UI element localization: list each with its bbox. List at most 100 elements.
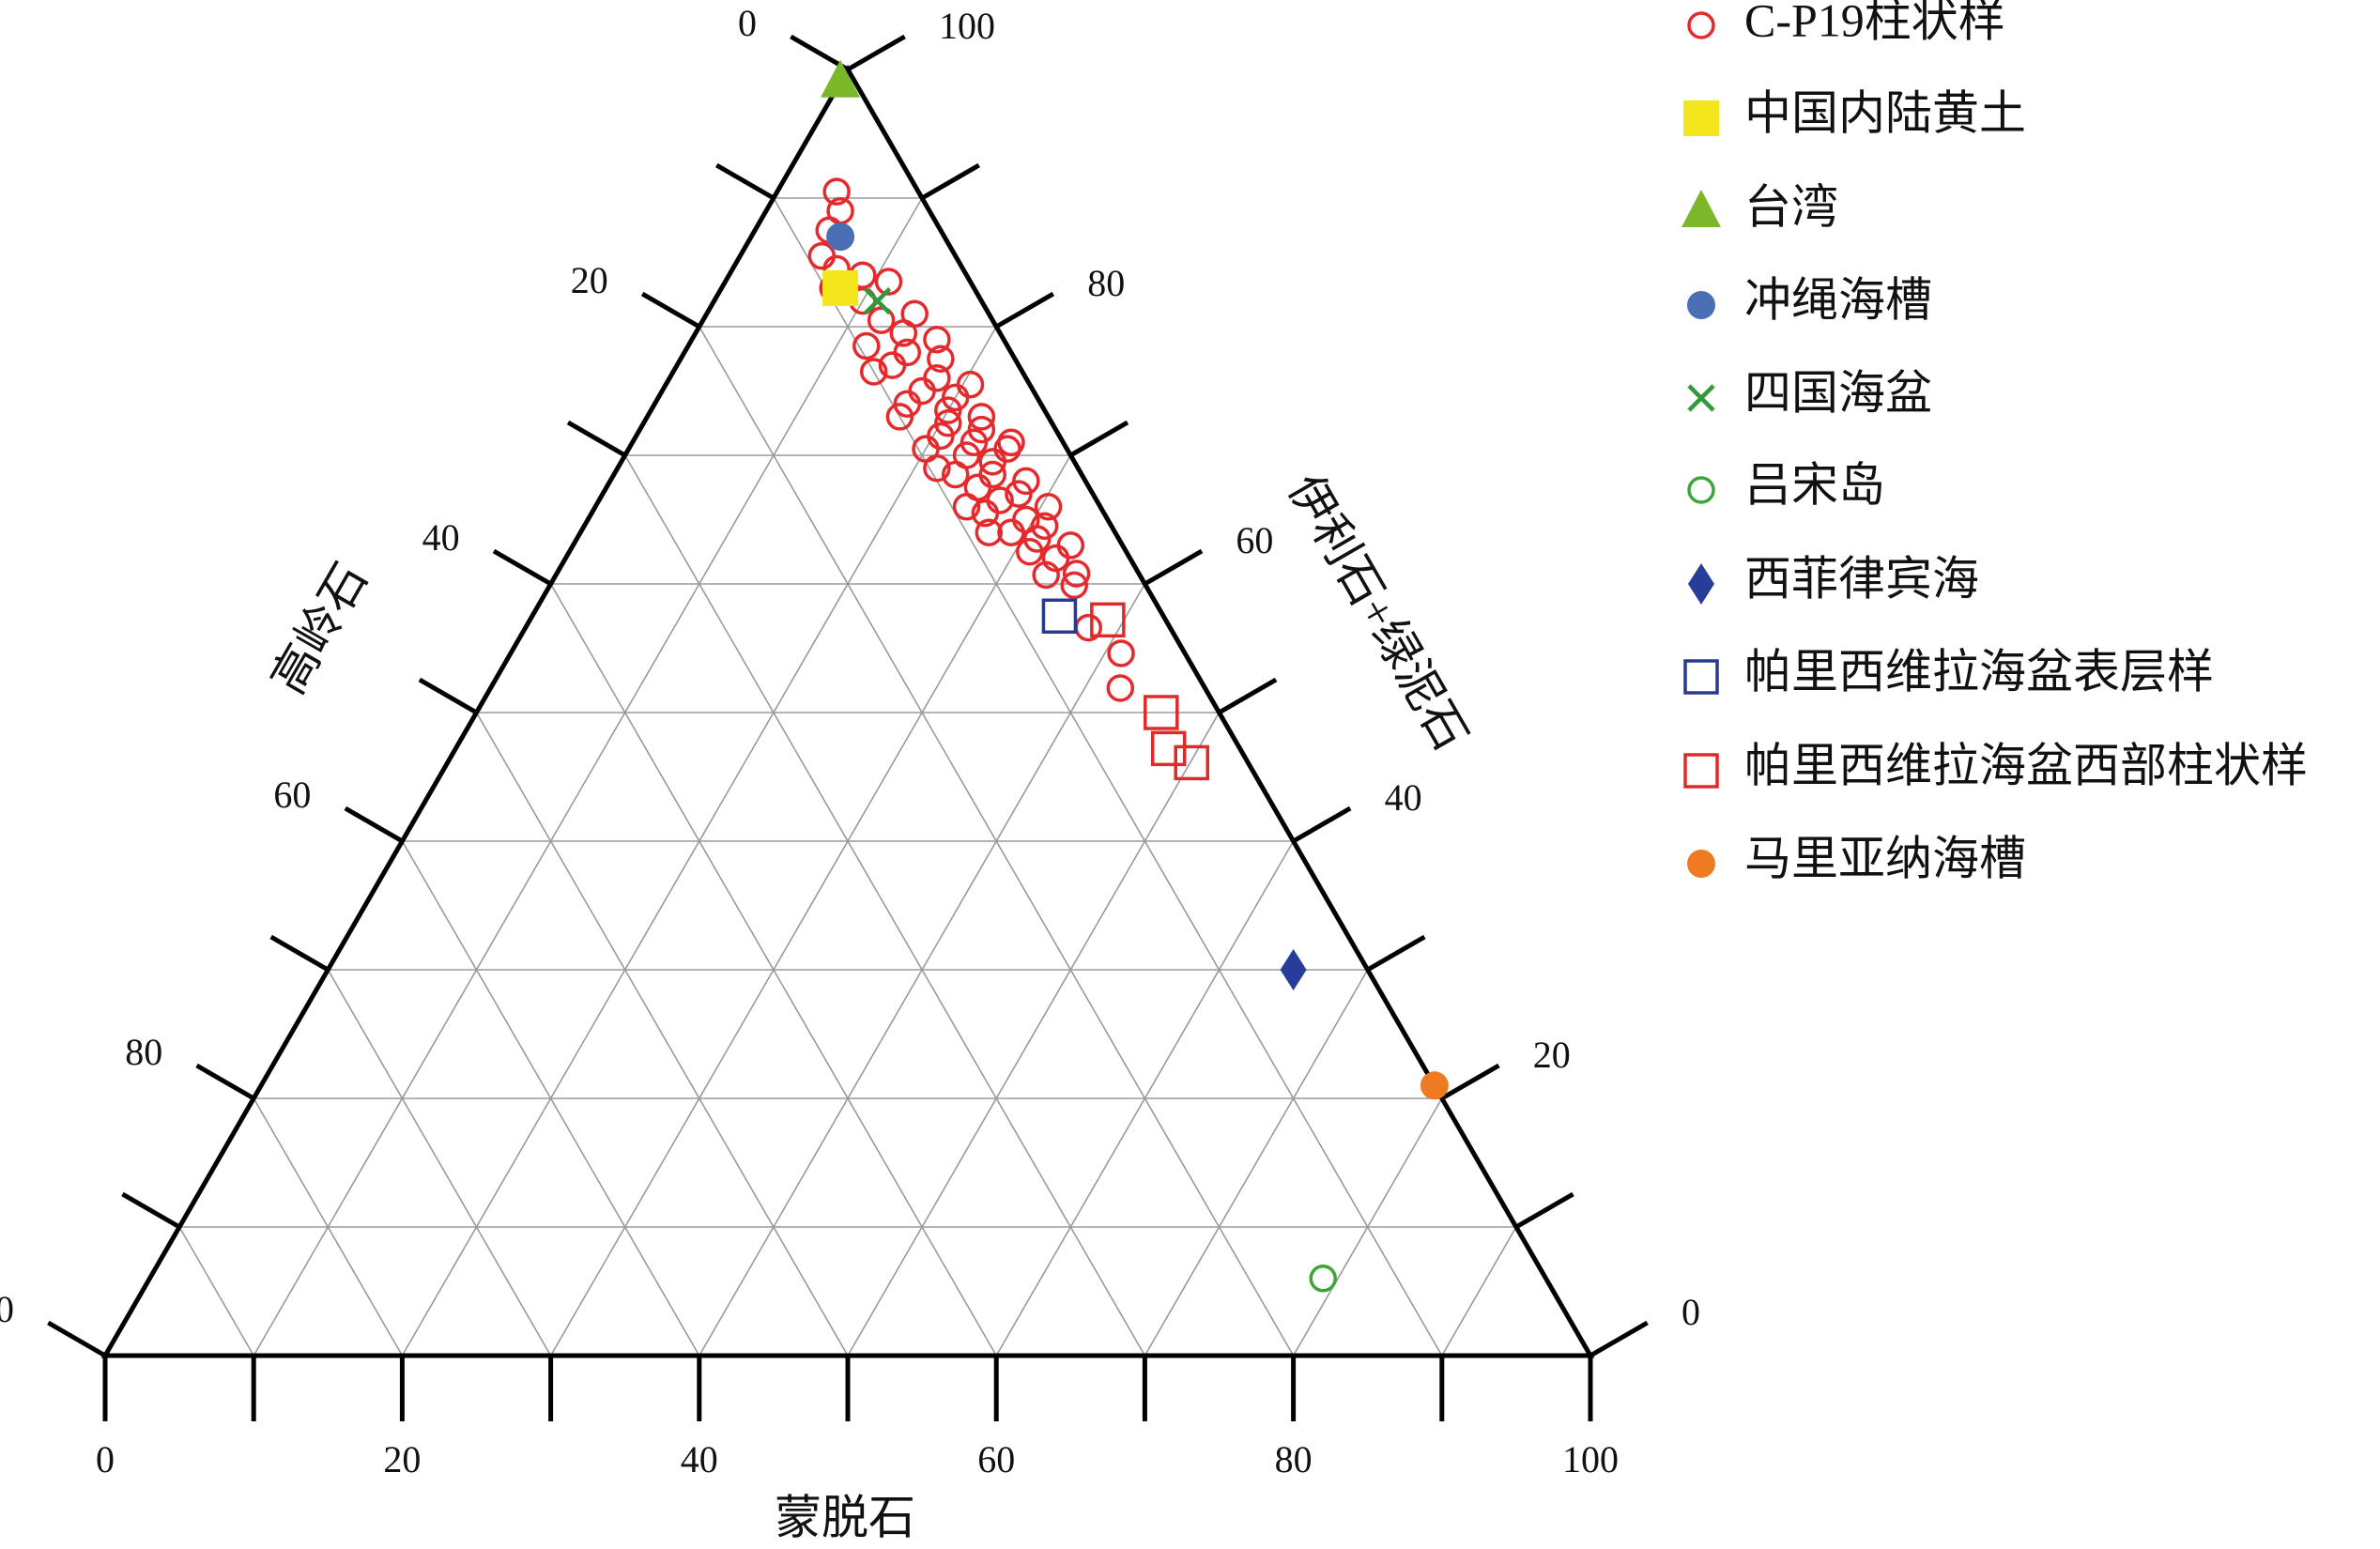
data-point	[1034, 493, 1063, 521]
data-point	[822, 269, 859, 306]
data-point	[967, 403, 996, 431]
data-point	[952, 493, 981, 521]
tick-label: 60	[977, 1438, 1015, 1480]
tick-label: 40	[1385, 776, 1422, 819]
data-point	[934, 396, 962, 424]
legend-marker	[1687, 476, 1715, 504]
data-point	[867, 306, 896, 334]
data-point	[1032, 560, 1060, 590]
data-point	[912, 435, 940, 463]
data-point	[908, 376, 936, 406]
tick-mark	[715, 162, 775, 201]
data-point	[927, 345, 955, 373]
data-point	[1062, 560, 1091, 588]
tick-label: 80	[1087, 262, 1125, 304]
legend-marker	[1687, 384, 1715, 412]
legend-label: 帕里西维拉海盆表层样	[1744, 645, 2214, 698]
data-point	[878, 351, 907, 379]
data-point	[807, 241, 837, 270]
axis-title: 高岭石	[261, 554, 376, 702]
data-point	[1106, 674, 1135, 702]
tick-label: 20	[1533, 1034, 1571, 1076]
tick-mark	[1366, 934, 1426, 973]
data-point	[975, 518, 1004, 546]
legend-label: 冲绳海槽	[1744, 273, 1932, 326]
legend-marker	[1687, 11, 1715, 39]
legend-label: 帕里西维拉海盆西部柱状样	[1744, 739, 2308, 791]
grid-line	[847, 712, 1221, 1357]
tick-label: 80	[1275, 1438, 1313, 1480]
grid-line	[1441, 1226, 1517, 1357]
data-point	[971, 498, 1000, 528]
tick-mark	[1440, 1063, 1500, 1101]
data-point	[1060, 571, 1089, 600]
tick-mark	[195, 1063, 255, 1101]
legend-label: 马里亚纳海槽	[1744, 832, 2026, 884]
data-point	[885, 403, 914, 431]
legend-marker	[1687, 850, 1715, 878]
data-point	[956, 370, 985, 399]
data-point	[1174, 744, 1209, 781]
data-point	[997, 518, 1025, 546]
tick-mark	[47, 1320, 107, 1358]
tick-mark	[566, 420, 626, 458]
legend: C-P19柱状样中国内陆黄土台湾冲绳海槽四国海盆吕宋岛西菲律宾海帕里西维拉海盆表…	[1681, 0, 2308, 884]
tick-mark	[1144, 548, 1204, 587]
tick-mark	[846, 34, 906, 72]
data-point	[941, 460, 970, 489]
data-point	[1016, 538, 1044, 566]
legend-label: 台湾	[1744, 180, 1838, 233]
data-point	[923, 325, 951, 354]
data-point	[852, 331, 881, 360]
tick-label: 40	[422, 516, 460, 559]
data-point	[997, 428, 1025, 457]
tick-mark	[1514, 1191, 1574, 1230]
data-point	[1041, 598, 1078, 634]
tick-mark	[1218, 677, 1278, 715]
tick-mark	[269, 934, 330, 973]
data-point	[1144, 695, 1179, 730]
grid-line	[549, 454, 1071, 1357]
tick-mark	[1069, 420, 1129, 458]
data-point	[1005, 480, 1033, 508]
tick-label: 20	[383, 1438, 421, 1480]
legend-marker	[1688, 563, 1714, 605]
data-point	[1309, 1265, 1337, 1293]
data-point	[1090, 602, 1126, 638]
legend-marker	[1681, 190, 1721, 227]
tick-label: 80	[125, 1031, 162, 1073]
axis-title: 蒙脱石	[775, 1491, 915, 1543]
data-point	[889, 319, 918, 347]
grid-line	[773, 197, 1443, 1357]
tick-mark	[920, 162, 980, 201]
data-point	[1420, 1071, 1449, 1100]
data-point	[826, 222, 855, 252]
grid-line	[253, 197, 923, 1357]
tick-label: 60	[1236, 519, 1273, 561]
data-point	[864, 287, 892, 315]
legend-marker	[1683, 100, 1719, 136]
legend-label: 西菲律宾海	[1744, 552, 1979, 605]
legend-marker	[1687, 291, 1715, 319]
grid-line	[624, 454, 1146, 1357]
data-point	[978, 448, 1006, 476]
legend-marker	[1683, 753, 1719, 789]
legend-marker	[1683, 659, 1719, 695]
tick-mark	[344, 805, 404, 844]
grid-line	[178, 1226, 254, 1357]
tick-mark	[121, 1191, 181, 1230]
legend-label: C-P19柱状样	[1744, 0, 2005, 46]
data-point	[1280, 949, 1307, 990]
tick-label: 0	[738, 2, 757, 44]
grid-line	[1144, 969, 1369, 1357]
tick-mark	[492, 548, 552, 587]
tick-label: 60	[273, 774, 311, 816]
legend-label: 四国海盆	[1744, 366, 1932, 419]
tick-mark	[1292, 805, 1352, 844]
data-point	[1056, 531, 1085, 560]
tick-label: 40	[681, 1438, 718, 1480]
tick-mark	[640, 291, 701, 330]
grid-line	[475, 712, 849, 1357]
data-point	[821, 59, 861, 98]
